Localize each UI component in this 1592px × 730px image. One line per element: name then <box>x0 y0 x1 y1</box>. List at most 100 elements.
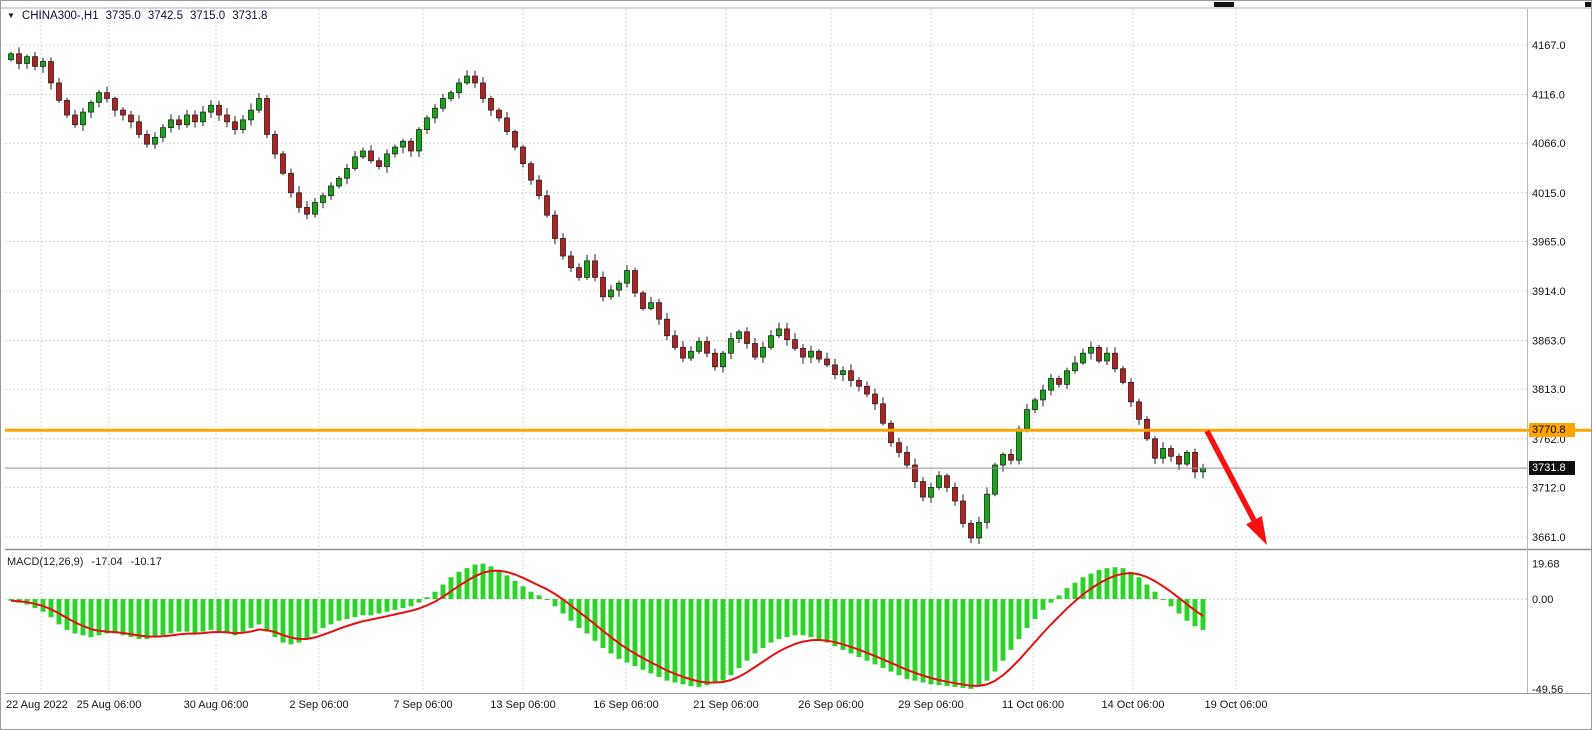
candle <box>120 109 126 116</box>
candle <box>584 260 590 278</box>
candle <box>720 352 726 368</box>
macd-histogram-bar <box>144 599 150 639</box>
ohlc-open: 3735.0 <box>105 10 141 22</box>
macd-histogram-bar <box>328 599 334 625</box>
candle <box>824 358 830 366</box>
candle <box>56 82 62 101</box>
candle <box>592 260 598 278</box>
candle <box>400 140 406 148</box>
candle <box>648 302 654 309</box>
macd-histogram-bar <box>680 599 686 685</box>
scrollbar-thumb[interactable] <box>1214 2 1234 7</box>
macd-histogram-bar <box>904 599 910 679</box>
macd-histogram-bar <box>688 599 694 687</box>
macd-histogram-bar <box>48 599 54 618</box>
date-axis-label: 2 Sep 06:00 <box>289 699 348 711</box>
macd-histogram-bar <box>1000 599 1006 661</box>
candle <box>1152 438 1158 459</box>
candle <box>560 238 566 257</box>
candle <box>448 92 454 99</box>
macd-histogram-bar <box>248 599 254 629</box>
macd-histogram-bar <box>320 599 326 629</box>
macd-histogram-bar <box>1016 599 1022 639</box>
macd-histogram-bar <box>784 599 790 638</box>
candle <box>1056 378 1062 385</box>
candle <box>288 172 294 194</box>
candle <box>808 350 814 358</box>
macd-histogram-bar <box>944 599 950 687</box>
macd-histogram-bar <box>976 599 982 687</box>
candle <box>768 335 774 348</box>
candle <box>1008 453 1014 461</box>
candle <box>296 192 302 208</box>
candle <box>1104 352 1110 362</box>
macd-histogram-bar <box>752 599 758 654</box>
macd-histogram-bar <box>488 566 494 599</box>
macd-indicator <box>5 563 1527 689</box>
macd-histogram-bar <box>512 580 518 599</box>
candle <box>176 119 182 126</box>
candle <box>408 140 414 152</box>
macd-histogram-bar <box>112 599 118 634</box>
macd-histogram-bar <box>744 599 750 661</box>
macd-name-label: MACD(12,26,9) <box>7 556 84 568</box>
macd-histogram-bar <box>464 568 470 599</box>
macd-histogram-bar <box>624 599 630 663</box>
macd-histogram-bar <box>184 599 190 632</box>
candle <box>728 338 734 354</box>
candle <box>136 121 142 135</box>
macd-histogram-bar <box>104 599 110 634</box>
macd-histogram-bar <box>80 599 86 636</box>
macd-histogram-bar <box>872 599 878 665</box>
macd-histogram-bar <box>800 599 806 636</box>
candle <box>440 98 446 109</box>
macd-histogram-bar <box>1048 599 1054 603</box>
candle <box>664 318 670 337</box>
candle <box>344 168 350 179</box>
macd-histogram-bar <box>120 599 126 636</box>
macd-histogram-bar <box>824 599 830 643</box>
symbol-marker-icon: ▼ <box>7 11 15 20</box>
time-scale-area[interactable] <box>5 695 1527 719</box>
candle <box>784 328 790 341</box>
candle <box>960 500 966 524</box>
candle <box>1184 451 1190 465</box>
candle <box>208 104 214 113</box>
macd-histogram-bar <box>504 575 510 599</box>
main-chart-plot-area[interactable] <box>5 9 1527 548</box>
macd-histogram-bar <box>648 599 654 674</box>
macd-histogram-bar <box>584 599 590 634</box>
candle <box>496 109 502 119</box>
candle <box>680 346 686 359</box>
macd-histogram-bar <box>552 599 558 607</box>
price-axis-label: 3965.0 <box>1532 236 1566 248</box>
candle <box>104 92 110 99</box>
macd-histogram-bar <box>296 599 302 643</box>
macd-histogram-bar <box>1144 584 1150 599</box>
candle <box>1080 352 1086 364</box>
macd-histogram-bar <box>1064 588 1070 599</box>
scrollbar-end-cap[interactable] <box>1585 2 1592 7</box>
macd-histogram-bar <box>400 599 406 609</box>
candle <box>848 370 854 381</box>
candle <box>1024 409 1030 430</box>
macd-histogram-bar <box>128 599 134 638</box>
candle <box>640 292 646 309</box>
candle <box>32 56 38 67</box>
macd-histogram-bar <box>192 599 198 634</box>
price-scale-area[interactable] <box>1528 9 1588 693</box>
candle <box>760 346 766 358</box>
macd-histogram-bar <box>1040 599 1046 610</box>
candle <box>528 163 534 181</box>
price-axis-label: 4066.0 <box>1532 138 1566 150</box>
candle <box>184 114 190 126</box>
candle <box>944 475 950 488</box>
macd-histogram-bar <box>360 599 366 616</box>
candle <box>736 331 742 340</box>
macd-histogram-bar <box>568 599 574 621</box>
candle <box>600 276 606 298</box>
macd-histogram-bar <box>984 599 990 681</box>
macd-histogram-bar <box>96 599 102 636</box>
candle <box>896 442 902 453</box>
